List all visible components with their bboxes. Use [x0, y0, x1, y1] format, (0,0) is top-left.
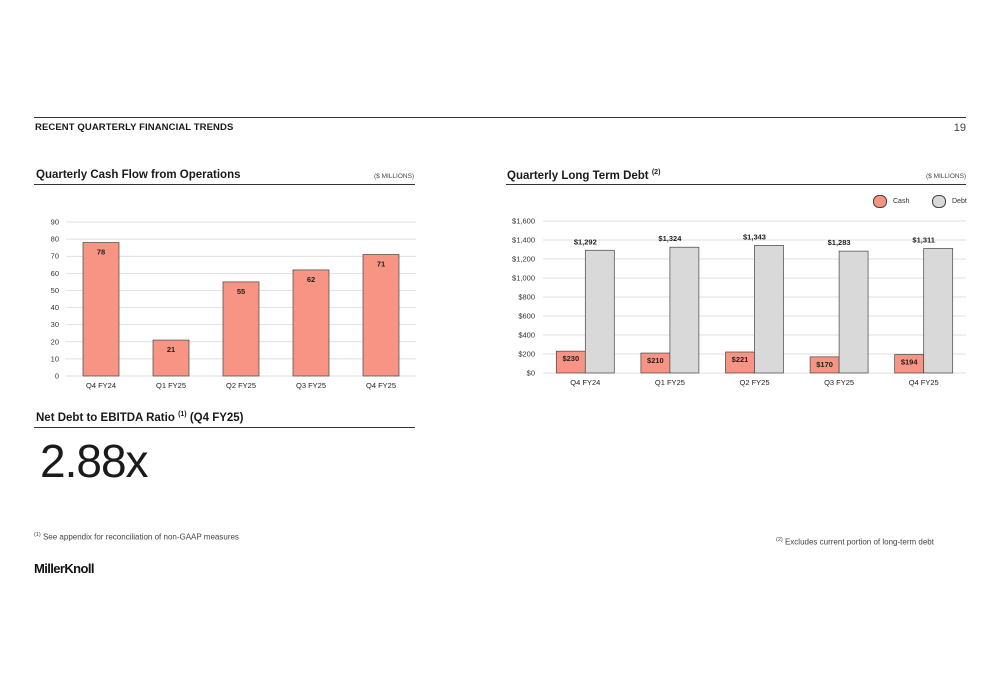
debt-debt-data-label: $1,324: [658, 234, 682, 243]
debt-debt-data-label: $1,343: [743, 232, 766, 241]
debt-xtick-label: Q3 FY25: [824, 378, 854, 387]
legend-debt-label: Debt: [952, 198, 967, 205]
debt-debt-bar: [754, 245, 784, 374]
footnote-2: (2) Excludes current portion of long-ter…: [776, 537, 934, 547]
cf-data-label: 78: [97, 248, 105, 257]
cf-data-label: 21: [167, 345, 175, 354]
debt-xtick-label: Q2 FY25: [739, 378, 769, 387]
debt-debt-bar: [584, 249, 615, 374]
cf-xtick-label: Q1 FY25: [156, 381, 186, 390]
debt-debt-data-label: $1,292: [574, 237, 597, 246]
footnote-2-text: Excludes current portion of long-term de…: [784, 537, 934, 547]
footnote-2-ref: (2): [776, 537, 783, 543]
cf-data-label: 71: [377, 260, 385, 269]
debt-ytick-label: $200: [518, 350, 535, 359]
cf-data-label: 55: [237, 287, 245, 296]
debt-debt-bar: [923, 248, 954, 374]
legend-debt-swatch: [932, 195, 946, 208]
cf-ytick-label: 70: [51, 252, 59, 261]
cf-ytick-label: 60: [51, 269, 59, 278]
debt-cash-data-label: $170: [816, 360, 833, 369]
cf-xtick-label: Q3 FY25: [296, 381, 326, 390]
debt-ytick-label: $1,400: [512, 236, 535, 245]
cf-bar: [222, 281, 260, 377]
debt-cash-data-label: $221: [732, 355, 749, 364]
cf-ytick-label: 90: [51, 218, 59, 227]
debt-units: ($ MILLIONS): [926, 173, 967, 180]
debt-chart-title-text: Quarterly Long Term Debt: [507, 169, 649, 182]
debt-ytick-label: $1,200: [512, 255, 535, 264]
cf-bar: [82, 242, 120, 377]
ratio-footnote-ref: (1): [178, 411, 187, 418]
ratio-value: 2.88x: [40, 435, 149, 487]
cf-data-label: 62: [307, 275, 315, 284]
cashflow-title-rule: [34, 184, 415, 185]
cf-xtick-label: Q4 FY25: [366, 381, 396, 390]
cf-bar: [292, 269, 330, 377]
cf-ytick-label: 20: [51, 337, 59, 346]
ratio-title: Net Debt to EBITDA Ratio (1) (Q4 FY25): [36, 411, 244, 424]
legend-debt: Debt: [932, 195, 967, 208]
debt-ytick-label: $1,600: [512, 217, 535, 226]
debt-debt-bar: [669, 246, 700, 374]
cf-bar: [362, 254, 400, 377]
debt-debt-data-label: $1,311: [912, 235, 935, 244]
debt-ytick-label: $1,000: [512, 274, 535, 283]
footnote-1: (1) See appendix for reconciliation of n…: [34, 532, 239, 542]
cf-ytick-label: 10: [51, 354, 59, 363]
debt-ytick-label: $0: [527, 369, 535, 378]
ratio-title-text: Net Debt to EBITDA Ratio: [36, 411, 175, 424]
header-rule: [34, 117, 966, 118]
cashflow-chart-title: Quarterly Cash Flow from Operations: [36, 169, 241, 181]
cf-ytick-label: 0: [55, 372, 59, 381]
debt-ytick-label: $400: [518, 331, 535, 340]
debt-ytick-label: $600: [518, 312, 535, 321]
debt-title-rule: [506, 184, 966, 185]
debt-ytick-label: $800: [518, 293, 535, 302]
cf-ytick-label: 80: [51, 235, 59, 244]
legend-cash: Cash: [873, 195, 909, 208]
footnote-1-text: See appendix for reconciliation of non-G…: [42, 532, 239, 542]
debt-xtick-label: Q1 FY25: [655, 378, 685, 387]
debt-chart-title: Quarterly Long Term Debt (2): [507, 169, 660, 182]
debt-footnote-ref: (2): [651, 169, 661, 176]
debt-xtick-label: Q4 FY24: [570, 378, 600, 387]
footnote-1-ref: (1): [34, 532, 41, 538]
section-title: RECENT QUARTERLY FINANCIAL TRENDS: [35, 122, 234, 133]
millerknoll-logo: MillerKnoll: [34, 561, 94, 576]
legend-cash-label: Cash: [893, 198, 910, 205]
page-number: 19: [953, 122, 966, 134]
debt-cash-data-label: $194: [901, 358, 919, 367]
debt-debt-data-label: $1,283: [828, 238, 851, 247]
cf-ytick-label: 30: [51, 320, 59, 329]
cf-ytick-label: 40: [51, 303, 59, 312]
cf-ytick-label: 50: [51, 286, 59, 295]
legend-cash-swatch: [873, 195, 887, 208]
ratio-rule: [34, 427, 415, 428]
cf-xtick-label: Q2 FY25: [226, 381, 256, 390]
debt-cash-data-label: $210: [647, 356, 664, 365]
cf-xtick-label: Q4 FY24: [86, 381, 116, 390]
cf-bar: [152, 339, 190, 377]
ratio-period: (Q4 FY25): [189, 411, 244, 424]
debt-xtick-label: Q4 FY25: [909, 378, 939, 387]
debt-debt-bar: [838, 250, 869, 374]
cashflow-units: ($ MILLIONS): [374, 173, 415, 180]
debt-cash-data-label: $230: [562, 354, 579, 363]
